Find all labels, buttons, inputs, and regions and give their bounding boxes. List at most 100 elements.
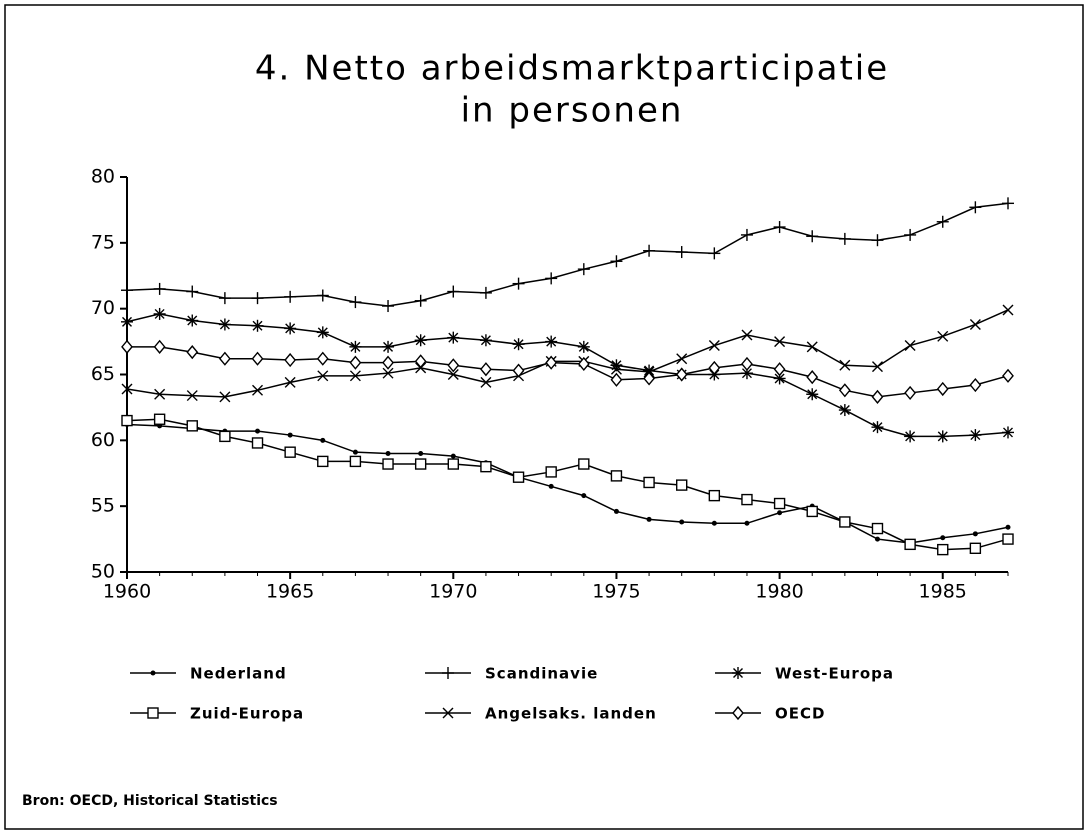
marker-stroke bbox=[644, 365, 655, 376]
marker bbox=[479, 286, 492, 299]
marker bbox=[418, 451, 424, 456]
marker bbox=[708, 340, 720, 352]
marker bbox=[153, 413, 166, 425]
marker-stroke bbox=[970, 430, 981, 441]
marker-diamond bbox=[480, 362, 492, 377]
marker bbox=[711, 520, 717, 526]
marker bbox=[675, 367, 688, 382]
marker bbox=[382, 300, 395, 313]
marker-stroke bbox=[774, 373, 785, 384]
marker bbox=[320, 437, 326, 443]
marker-diamond bbox=[121, 339, 133, 354]
marker-diamond bbox=[741, 356, 753, 372]
marker-stroke bbox=[442, 707, 454, 719]
marker bbox=[806, 388, 819, 401]
marker bbox=[904, 538, 916, 551]
marker-dot bbox=[613, 508, 619, 514]
marker bbox=[577, 263, 590, 276]
marker-square bbox=[219, 430, 231, 443]
marker bbox=[744, 520, 750, 526]
marker-square bbox=[969, 542, 982, 554]
marker bbox=[839, 516, 851, 528]
marker bbox=[969, 318, 981, 330]
marker bbox=[1002, 197, 1014, 210]
marker-stroke bbox=[447, 369, 459, 380]
marker bbox=[316, 326, 329, 339]
marker-stroke bbox=[806, 341, 818, 353]
y-tick-label: 75 bbox=[91, 231, 115, 253]
marker-diamond bbox=[186, 345, 199, 360]
marker bbox=[284, 446, 296, 458]
marker-stroke bbox=[154, 308, 165, 319]
marker-stroke bbox=[871, 361, 883, 373]
marker-square bbox=[186, 420, 198, 432]
marker-diamond bbox=[447, 358, 460, 373]
marker-stroke bbox=[904, 340, 916, 352]
marker bbox=[186, 314, 199, 327]
marker bbox=[414, 458, 427, 470]
marker bbox=[773, 221, 786, 234]
marker bbox=[479, 334, 492, 347]
marker bbox=[255, 428, 261, 434]
legend-marker bbox=[442, 667, 454, 679]
marker bbox=[512, 471, 525, 483]
marker-stroke bbox=[937, 431, 948, 442]
marker bbox=[679, 519, 685, 525]
marker bbox=[741, 356, 753, 372]
legend-label: Nederland bbox=[190, 665, 287, 683]
marker bbox=[349, 455, 362, 468]
marker-diamond bbox=[969, 377, 982, 393]
marker bbox=[545, 272, 558, 285]
marker bbox=[317, 455, 329, 468]
marker-dot bbox=[972, 531, 978, 537]
marker-dot bbox=[874, 536, 880, 542]
x-tick-label: 1965 bbox=[266, 581, 314, 603]
marker-dot bbox=[287, 432, 293, 438]
marker-stroke bbox=[415, 335, 426, 346]
marker bbox=[219, 430, 231, 443]
marker bbox=[839, 359, 851, 371]
marker bbox=[972, 531, 978, 537]
marker-square bbox=[121, 414, 133, 427]
marker bbox=[940, 535, 946, 541]
marker bbox=[154, 388, 166, 400]
marker-stroke bbox=[284, 376, 296, 388]
source-note: Bron: OECD, Historical Statistics bbox=[22, 793, 278, 809]
marker-square bbox=[610, 470, 623, 482]
marker bbox=[447, 331, 460, 344]
marker bbox=[871, 361, 883, 373]
marker bbox=[708, 247, 721, 260]
marker-diamond bbox=[349, 355, 362, 370]
marker-stroke bbox=[1003, 427, 1013, 438]
marker bbox=[287, 432, 293, 438]
marker bbox=[447, 458, 459, 470]
marker bbox=[385, 451, 391, 456]
marker-diamond bbox=[251, 351, 264, 366]
series-line bbox=[127, 346, 1009, 398]
marker bbox=[643, 476, 655, 489]
marker-dot bbox=[320, 437, 326, 443]
marker bbox=[512, 338, 525, 351]
marker-diamond bbox=[806, 370, 819, 385]
marker bbox=[251, 351, 264, 366]
marker bbox=[545, 335, 558, 348]
marker-square bbox=[447, 458, 459, 470]
marker-stroke bbox=[872, 422, 883, 433]
marker-dot bbox=[385, 451, 391, 456]
marker-square bbox=[871, 522, 884, 535]
x-tick-label: 1980 bbox=[755, 581, 803, 603]
legend-label: OECD bbox=[775, 705, 825, 723]
marker-diamond bbox=[1002, 368, 1014, 383]
marker bbox=[284, 376, 296, 388]
marker bbox=[218, 318, 231, 331]
marker bbox=[545, 466, 557, 478]
marker-diamond bbox=[316, 351, 329, 366]
marker bbox=[610, 255, 623, 268]
marker bbox=[153, 307, 166, 320]
marker-stroke bbox=[186, 390, 198, 402]
marker bbox=[349, 370, 361, 382]
marker-diamond bbox=[708, 360, 721, 376]
marker bbox=[969, 542, 982, 554]
marker bbox=[382, 340, 395, 353]
